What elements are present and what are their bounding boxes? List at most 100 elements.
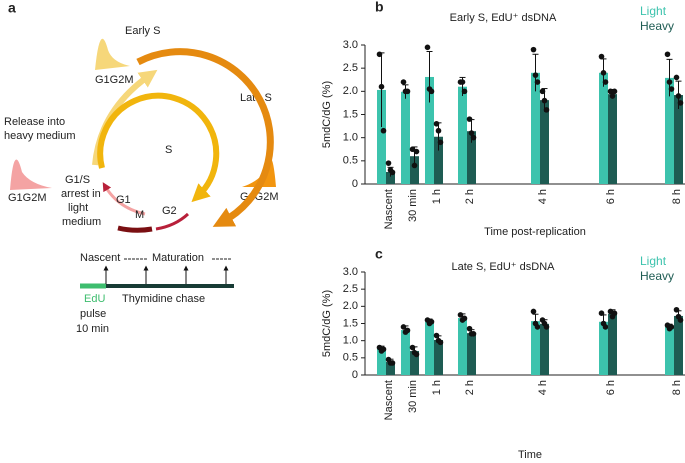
data-point	[666, 79, 673, 85]
x-tick-label: 6 h	[605, 189, 617, 204]
panel-label: b	[375, 0, 384, 15]
data-point	[534, 324, 541, 330]
data-point	[400, 324, 407, 330]
data-point	[389, 169, 396, 176]
y-tick-label: 1.0	[343, 335, 358, 347]
data-point	[433, 332, 440, 339]
data-point	[664, 51, 671, 58]
x-tick-label: 2 h	[464, 189, 476, 204]
data-point	[534, 79, 541, 85]
data-point	[457, 312, 464, 318]
data-point	[437, 139, 444, 146]
bar	[467, 131, 476, 184]
bar	[386, 171, 395, 184]
data-point	[532, 72, 539, 78]
bar	[410, 350, 419, 375]
x-tick-label: 30 min	[407, 380, 419, 413]
x-tick-label: 6 h	[605, 380, 617, 395]
label: Maturation	[152, 252, 204, 264]
bar	[467, 333, 476, 375]
panel-a: a Early S G1G2M G1G2M Late S G1G2M Relea…	[4, 0, 279, 335]
data-point	[435, 127, 442, 134]
x-tick-label: 4 h	[537, 189, 549, 204]
data-point	[539, 88, 546, 95]
data-point	[400, 79, 407, 85]
data-point	[609, 93, 616, 99]
y-tick-label: 3.0	[343, 39, 358, 51]
bar	[674, 95, 683, 184]
label: G1G2M	[95, 74, 134, 86]
data-point	[675, 93, 682, 99]
y-axis-title: 5mdC/dG (%)	[321, 290, 333, 357]
x-tick-label: 1 h	[431, 189, 443, 204]
y-tick-label: 2.5	[343, 62, 358, 74]
bar	[425, 321, 434, 375]
label: Thymidine chase	[122, 293, 205, 305]
label: medium	[62, 216, 101, 228]
x-tick-label: 30 min	[407, 189, 419, 222]
label: Release into	[4, 116, 65, 128]
legend-label: Light	[640, 254, 667, 268]
x-axis-title: Time	[518, 449, 542, 461]
release-arrow	[92, 69, 158, 166]
data-point	[461, 315, 468, 322]
data-point	[411, 162, 418, 169]
x-tick-label: 4 h	[537, 380, 549, 395]
x-tick-label: 8 h	[671, 189, 683, 204]
data-point	[677, 100, 684, 106]
data-point	[459, 79, 466, 85]
y-tick-label: 0	[352, 369, 358, 381]
x-tick-label: 8 h	[671, 380, 683, 395]
data-point	[389, 360, 396, 366]
data-point	[466, 116, 473, 122]
arc	[155, 212, 190, 231]
y-tick-label: 0.5	[343, 352, 358, 364]
arc	[102, 182, 146, 216]
bar	[410, 156, 419, 184]
label: M	[135, 209, 144, 221]
data-point	[598, 310, 605, 317]
label: G1G2M	[8, 192, 47, 204]
label: G1/S	[65, 174, 90, 186]
data-point	[598, 53, 605, 60]
bar	[401, 91, 410, 184]
label: EdU	[84, 293, 105, 305]
data-point	[437, 339, 444, 346]
y-tick-label: 2.0	[343, 300, 358, 312]
data-point	[380, 127, 387, 134]
data-point	[611, 88, 618, 95]
bar	[434, 339, 443, 375]
bar	[458, 318, 467, 375]
bar	[540, 100, 549, 184]
x-tick-label: 2 h	[464, 380, 476, 395]
label: Nascent	[80, 252, 120, 264]
label: pulse	[80, 308, 106, 320]
peak	[10, 159, 52, 190]
y-tick-label: 1.5	[343, 108, 358, 120]
y-tick-label: 0.5	[343, 155, 358, 167]
arc	[136, 48, 274, 227]
panel-label: a	[8, 0, 16, 16]
bar	[674, 315, 683, 375]
data-point	[413, 148, 420, 155]
data-point	[602, 79, 609, 85]
y-tick-label: 2.0	[343, 85, 358, 97]
data-point	[468, 130, 475, 136]
arc	[97, 92, 220, 203]
data-point	[424, 44, 431, 51]
label: G1	[116, 194, 131, 206]
data-point	[677, 317, 684, 323]
data-point	[541, 97, 548, 104]
data-point	[428, 88, 435, 95]
bar	[608, 313, 617, 375]
data-point	[530, 46, 537, 53]
data-point	[413, 351, 420, 358]
y-tick-label: 3.0	[343, 266, 358, 278]
data-point	[602, 324, 609, 330]
chart-title: Late S, EdU⁺ dsDNA	[451, 261, 555, 273]
bar	[386, 361, 395, 375]
legend-label: Heavy	[640, 269, 674, 283]
bar	[377, 89, 386, 184]
data-point	[600, 70, 607, 76]
